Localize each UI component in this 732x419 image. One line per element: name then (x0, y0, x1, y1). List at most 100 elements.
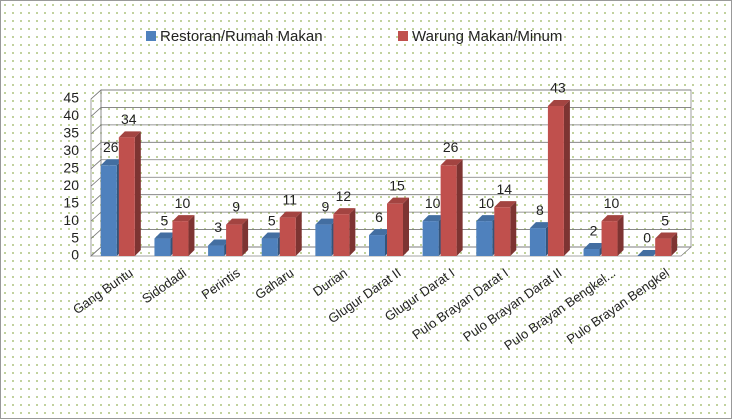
bar-side (349, 208, 356, 256)
value-label: 9 (232, 198, 240, 214)
value-label: 10 (478, 195, 494, 211)
bar (315, 224, 332, 256)
y-tick-label: 10 (63, 212, 79, 228)
bar-top (529, 222, 552, 229)
value-label: 10 (425, 195, 441, 211)
value-label: 3 (214, 219, 222, 235)
bar-side (403, 197, 409, 256)
bar-top (601, 215, 624, 222)
legend-swatch (146, 31, 156, 41)
bar-side (510, 201, 517, 256)
value-label: 5 (268, 212, 276, 228)
y-tick-label: 45 (63, 90, 79, 106)
bar (333, 214, 350, 256)
bar (208, 245, 225, 256)
grid-line (90, 89, 691, 100)
bar (655, 238, 672, 256)
bar (387, 203, 403, 256)
value-label: 5 (161, 212, 169, 228)
bar-top (387, 197, 409, 204)
bar (547, 105, 564, 256)
value-label: 2 (590, 223, 598, 239)
x-tick-label: Gaharu (252, 265, 296, 302)
y-tick-label: 25 (63, 159, 79, 175)
bar-top (583, 243, 606, 250)
bar (422, 221, 439, 256)
x-tick-label: Gang Buntu (70, 265, 135, 317)
bar (261, 238, 278, 256)
value-label: 10 (175, 195, 191, 211)
bar (118, 137, 135, 256)
value-label: 8 (536, 202, 544, 218)
bar-side (456, 159, 463, 256)
bar (529, 228, 546, 256)
x-tick-label: Pulo Brayan Darat I (409, 265, 511, 342)
legend-swatch (398, 31, 408, 41)
bar-top (494, 201, 517, 208)
value-label: 6 (375, 209, 383, 225)
bar-top (440, 159, 463, 166)
bar-top (333, 208, 356, 215)
bar-top (279, 211, 302, 218)
bar-top (476, 215, 499, 222)
value-label: 11 (282, 191, 297, 207)
legend-label: Warung Makan/Minum (412, 28, 562, 45)
legend-label: Restoran/Rumah Makan (160, 28, 323, 45)
x-tick-label: Perintis (199, 265, 244, 302)
bar (440, 165, 457, 256)
x-tick-label: Sidodadi (139, 265, 189, 306)
bar-top (655, 232, 678, 239)
value-label: 43 (550, 80, 566, 96)
bar-side (295, 211, 302, 256)
bar-top (547, 99, 570, 106)
bar-side (242, 218, 249, 256)
bar (476, 221, 493, 256)
bar-top (154, 232, 177, 239)
bar (279, 217, 296, 256)
bar-top (369, 229, 391, 236)
value-label: 10 (604, 195, 620, 211)
bar-side (617, 215, 624, 256)
bar (154, 238, 171, 256)
bar-top (208, 239, 231, 246)
value-label: 0 (643, 230, 651, 246)
value-label: 34 (121, 111, 137, 127)
bar-top (100, 159, 123, 166)
bar-side (671, 232, 678, 256)
bar (369, 235, 385, 256)
grid-line (90, 141, 691, 152)
y-tick-label: 40 (63, 107, 79, 123)
bar-side (134, 131, 141, 256)
value-label: 5 (661, 212, 669, 228)
y-tick-label: 35 (63, 125, 79, 141)
value-label: 26 (103, 139, 119, 155)
bar-top (637, 250, 660, 256)
value-label: 12 (336, 188, 352, 204)
y-tick-label: 20 (63, 177, 79, 193)
value-label: 9 (321, 198, 329, 214)
bar (601, 221, 618, 256)
grid-line (90, 124, 691, 135)
bar-top (315, 218, 338, 225)
value-label: 14 (496, 181, 512, 197)
bar-top (261, 232, 284, 239)
bar-top (118, 131, 141, 138)
value-label: 15 (389, 177, 405, 193)
bar (100, 165, 117, 256)
bar-top (172, 215, 195, 222)
bar (583, 249, 600, 256)
y-tick-label: 30 (63, 142, 79, 158)
bar-top (422, 215, 445, 222)
bar (172, 221, 189, 256)
grid-line (90, 159, 691, 170)
bar (226, 224, 243, 256)
y-tick-label: 15 (63, 194, 79, 210)
bar-side (188, 215, 195, 256)
bar-top (226, 218, 249, 225)
bar-side (563, 99, 570, 256)
bar (494, 207, 511, 256)
y-tick-label: 0 (71, 247, 79, 263)
grid-line (90, 107, 691, 117)
